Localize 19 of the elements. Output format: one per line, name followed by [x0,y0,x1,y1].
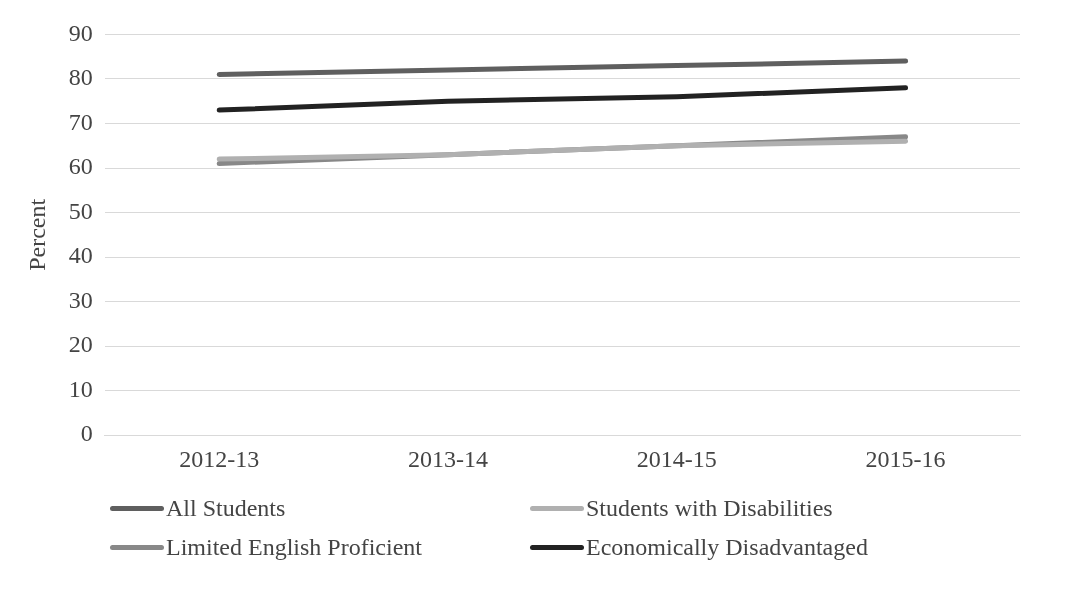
y-axis-title: Percent [23,198,50,271]
y-tick-label: 30 [68,286,93,313]
y-tick-label: 10 [68,375,93,402]
y-tick-label: 80 [68,64,93,91]
legend-label: Economically Disadvantaged [586,534,868,561]
legend-label: All Students [166,495,286,522]
x-tick-label: 2015-16 [865,445,946,472]
y-tick-label: 60 [68,153,93,180]
x-tick-label: 2012-13 [179,445,260,472]
y-tick-label: 50 [68,197,93,224]
y-tick-label: 20 [68,331,93,358]
legend-label: Limited English Proficient [166,534,422,561]
y-tick-label: 70 [68,108,93,135]
x-tick-label: 2013-14 [408,445,488,472]
y-tick-label: 90 [68,19,93,46]
legend-label: Students with Disabilities [586,495,833,522]
x-tick-label: 2014-15 [636,445,717,472]
y-tick-label: 40 [68,242,93,269]
y-tick-label: 0 [80,420,93,447]
